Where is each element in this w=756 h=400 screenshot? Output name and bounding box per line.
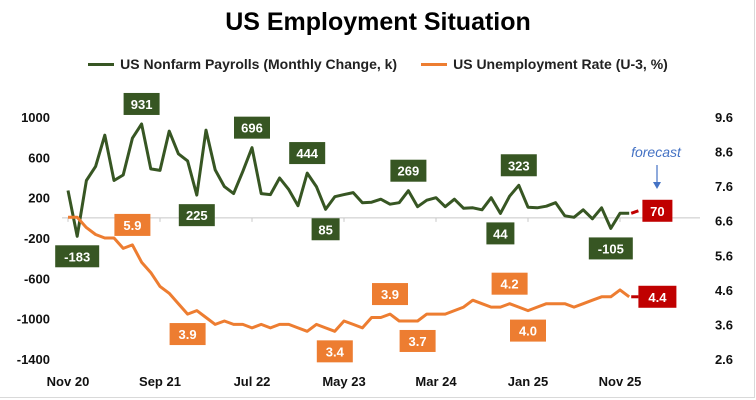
payrolls-data-label: 444 — [296, 146, 318, 161]
unemployment-data-label: 3.9 — [381, 287, 399, 302]
payrolls-line — [66, 122, 630, 238]
y-left-tick-label: -200 — [24, 231, 50, 246]
payrolls-data-label: 696 — [241, 121, 263, 136]
legend-label-payrolls: US Nonfarm Payrolls (Monthly Change, k) — [120, 56, 398, 72]
payrolls-data-label-box — [311, 218, 340, 241]
payrolls-data-label: 44 — [493, 226, 508, 241]
unemployment-data-label-box — [399, 329, 436, 352]
legend-item-unemployment: US Unemployment Rate (U-3, %) — [421, 56, 668, 72]
x-tick-label: May 23 — [322, 374, 365, 389]
y-left-tick-label: 200 — [28, 191, 50, 206]
legend: US Nonfarm Payrolls (Monthly Change, k) … — [0, 56, 756, 72]
chart-title: US Employment Situation — [225, 8, 531, 36]
x-tick-label: Nov 25 — [599, 374, 642, 389]
payrolls-data-label-box — [500, 154, 537, 177]
x-tick-label: Sep 21 — [139, 374, 181, 389]
y-left-tick-label: -1000 — [17, 312, 50, 327]
x-tick-label: Jul 22 — [234, 374, 271, 389]
payrolls-data-label-box — [55, 245, 100, 268]
unemployment-data-label: 5.9 — [123, 218, 141, 233]
payrolls-forecast-label-box — [642, 199, 673, 222]
unemployment-data-label: 3.9 — [179, 327, 197, 342]
payrolls-data-label-box — [178, 204, 215, 227]
unemployment-data-label-box — [510, 319, 546, 342]
y-left-tick-label: -1400 — [17, 352, 50, 367]
unemployment-data-label-box — [316, 340, 353, 363]
y-left-tick-label: 1000 — [21, 110, 50, 125]
unemployment-data-label-box — [491, 272, 528, 295]
payrolls-data-label-box — [390, 159, 427, 182]
y-left-tick-label: -600 — [24, 271, 50, 286]
payrolls-data-label: -183 — [64, 249, 90, 264]
y-right-tick-label: 6.6 — [715, 214, 733, 229]
legend-label-unemployment: US Unemployment Rate (U-3, %) — [453, 56, 668, 72]
unemployment-data-label: 3.7 — [409, 334, 427, 349]
y-right-tick-label: 7.6 — [715, 179, 733, 194]
payrolls-data-label-box — [289, 142, 326, 165]
unemployment-data-label: 4.2 — [501, 277, 519, 292]
x-tick-label: Jan 25 — [508, 374, 548, 389]
payrolls-data-label: -105 — [598, 241, 624, 256]
forecast-annotation: forecast — [631, 144, 682, 160]
payrolls-forecast-label: 70 — [650, 204, 664, 219]
unemployment-data-label-box — [169, 323, 206, 346]
payrolls-data-label: 85 — [318, 222, 332, 237]
legend-item-payrolls: US Nonfarm Payrolls (Monthly Change, k) — [88, 56, 397, 72]
y-right-tick-label: 3.6 — [715, 317, 733, 332]
payrolls-data-label: 931 — [131, 97, 153, 112]
forecast-arrow-icon — [653, 182, 661, 189]
unemployment-data-label: 4.0 — [519, 324, 537, 339]
y-right-tick-label: 8.6 — [715, 145, 733, 160]
unemployment-data-label-box — [372, 283, 408, 306]
payrolls-data-label: 225 — [186, 208, 208, 223]
payrolls-forecast-segment — [630, 209, 639, 215]
x-tick-label: Mar 24 — [415, 374, 457, 389]
payrolls-data-label: 323 — [508, 158, 530, 173]
legend-swatch-payrolls — [88, 62, 115, 66]
payrolls-data-label-box — [486, 222, 515, 245]
unemployment-line — [68, 215, 631, 333]
payrolls-data-label: 269 — [398, 164, 420, 179]
payrolls-data-label-box — [588, 237, 633, 260]
unemployment-data-label: 3.4 — [326, 344, 345, 359]
y-right-tick-label: 4.6 — [715, 283, 733, 298]
y-right-tick-label: 5.6 — [715, 248, 733, 263]
payrolls-data-label-box — [123, 92, 160, 115]
payrolls-data-label-box — [234, 116, 270, 139]
x-tick-label: Nov 20 — [47, 374, 90, 389]
unemployment-forecast-label-box — [638, 285, 677, 308]
y-right-tick-label: 2.6 — [715, 352, 733, 367]
y-right-tick-label: 9.6 — [715, 110, 733, 125]
y-left-tick-label: 600 — [28, 150, 50, 165]
unemployment-data-label-box — [114, 213, 151, 236]
unemployment-forecast-label: 4.4 — [648, 290, 667, 305]
legend-swatch-unemployment — [421, 62, 448, 66]
